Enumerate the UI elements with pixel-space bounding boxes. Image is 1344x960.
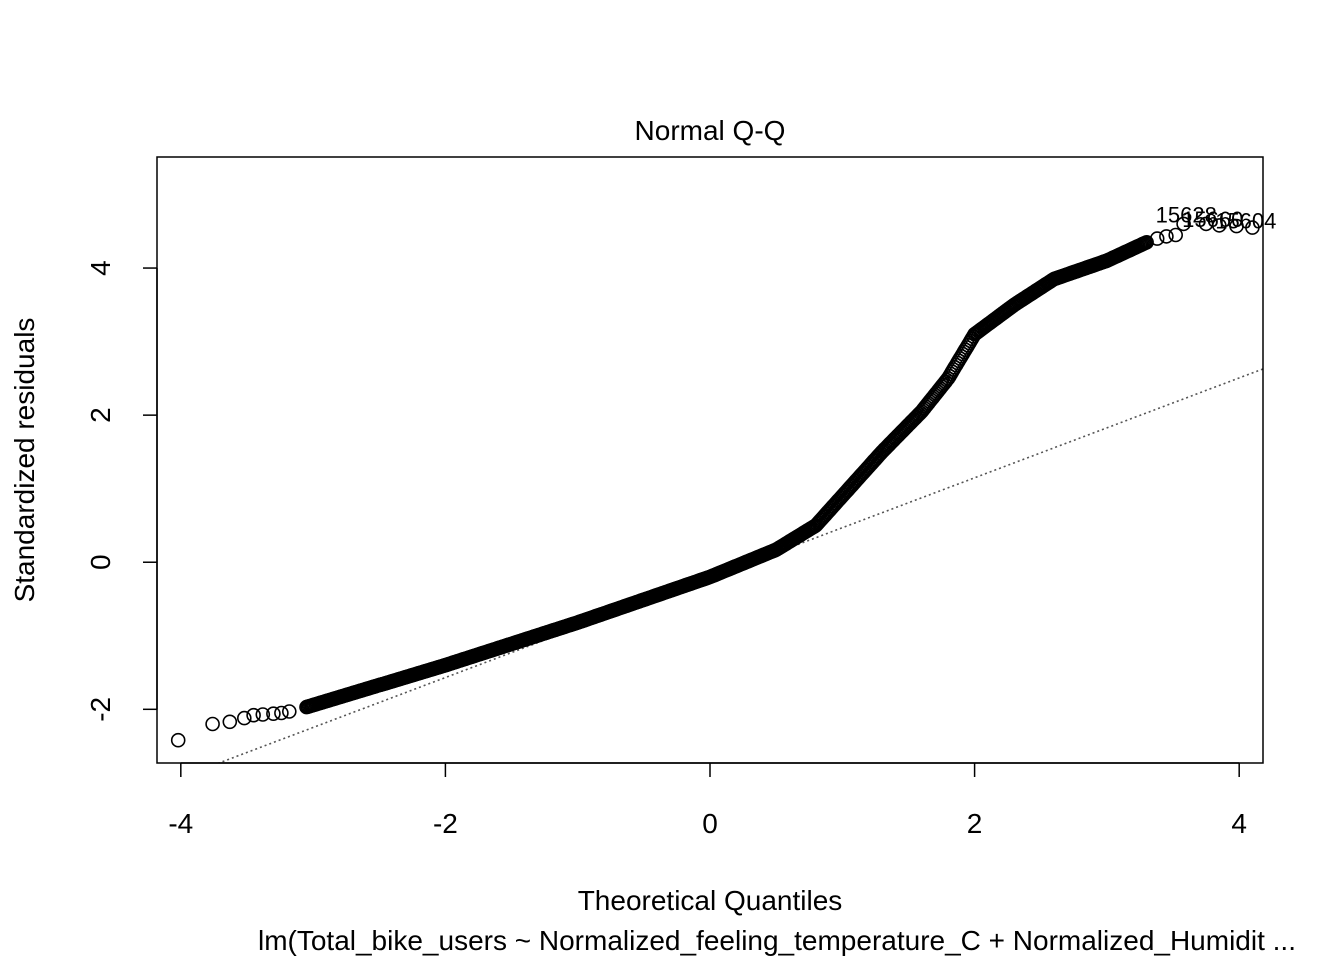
residual-point <box>237 710 252 726</box>
y-tick-label: -2 <box>85 697 116 722</box>
point-id-label: 15604 <box>1215 208 1276 233</box>
y-tick-label: 2 <box>85 407 116 423</box>
residual-point <box>1245 220 1260 235</box>
x-tick-label: 0 <box>702 808 718 839</box>
y-tick-label: 0 <box>85 554 116 570</box>
residual-point <box>1212 218 1227 233</box>
x-tick-label: -4 <box>168 808 193 839</box>
x-axis-label: Theoretical Quantiles <box>578 885 843 916</box>
chart-title: Normal Q-Q <box>635 115 786 146</box>
residual-points <box>170 216 1260 748</box>
residual-point <box>205 716 220 732</box>
y-tick-label: 4 <box>85 260 116 276</box>
residual-point <box>1176 216 1191 232</box>
x-tick-label: 4 <box>1231 808 1247 839</box>
residual-point <box>1139 235 1154 250</box>
residual-point <box>170 732 186 748</box>
point-id-label: 15660 <box>1182 207 1243 232</box>
residual-point <box>281 704 297 719</box>
residual-point <box>266 706 281 722</box>
residual-point <box>1229 218 1244 234</box>
residual-point <box>1159 229 1174 244</box>
point-id-label: 15628 <box>1156 202 1217 227</box>
residual-point <box>255 707 271 722</box>
residual-point <box>1168 227 1183 243</box>
model-formula-subtitle: lm(Total_bike_users ~ Normalized_feeling… <box>258 925 1296 956</box>
residual-point <box>246 707 261 723</box>
y-axis: -2 0 2 4 <box>85 260 158 722</box>
y-axis-label: Standardized residuals <box>9 318 40 603</box>
residual-point <box>274 705 289 721</box>
x-tick-label: -2 <box>433 808 458 839</box>
residual-point <box>222 714 238 730</box>
x-axis: -4 -2 0 2 4 <box>168 762 1247 839</box>
x-tick-label: 2 <box>967 808 983 839</box>
plot-frame <box>156 156 1264 764</box>
residual-point <box>1149 231 1165 246</box>
